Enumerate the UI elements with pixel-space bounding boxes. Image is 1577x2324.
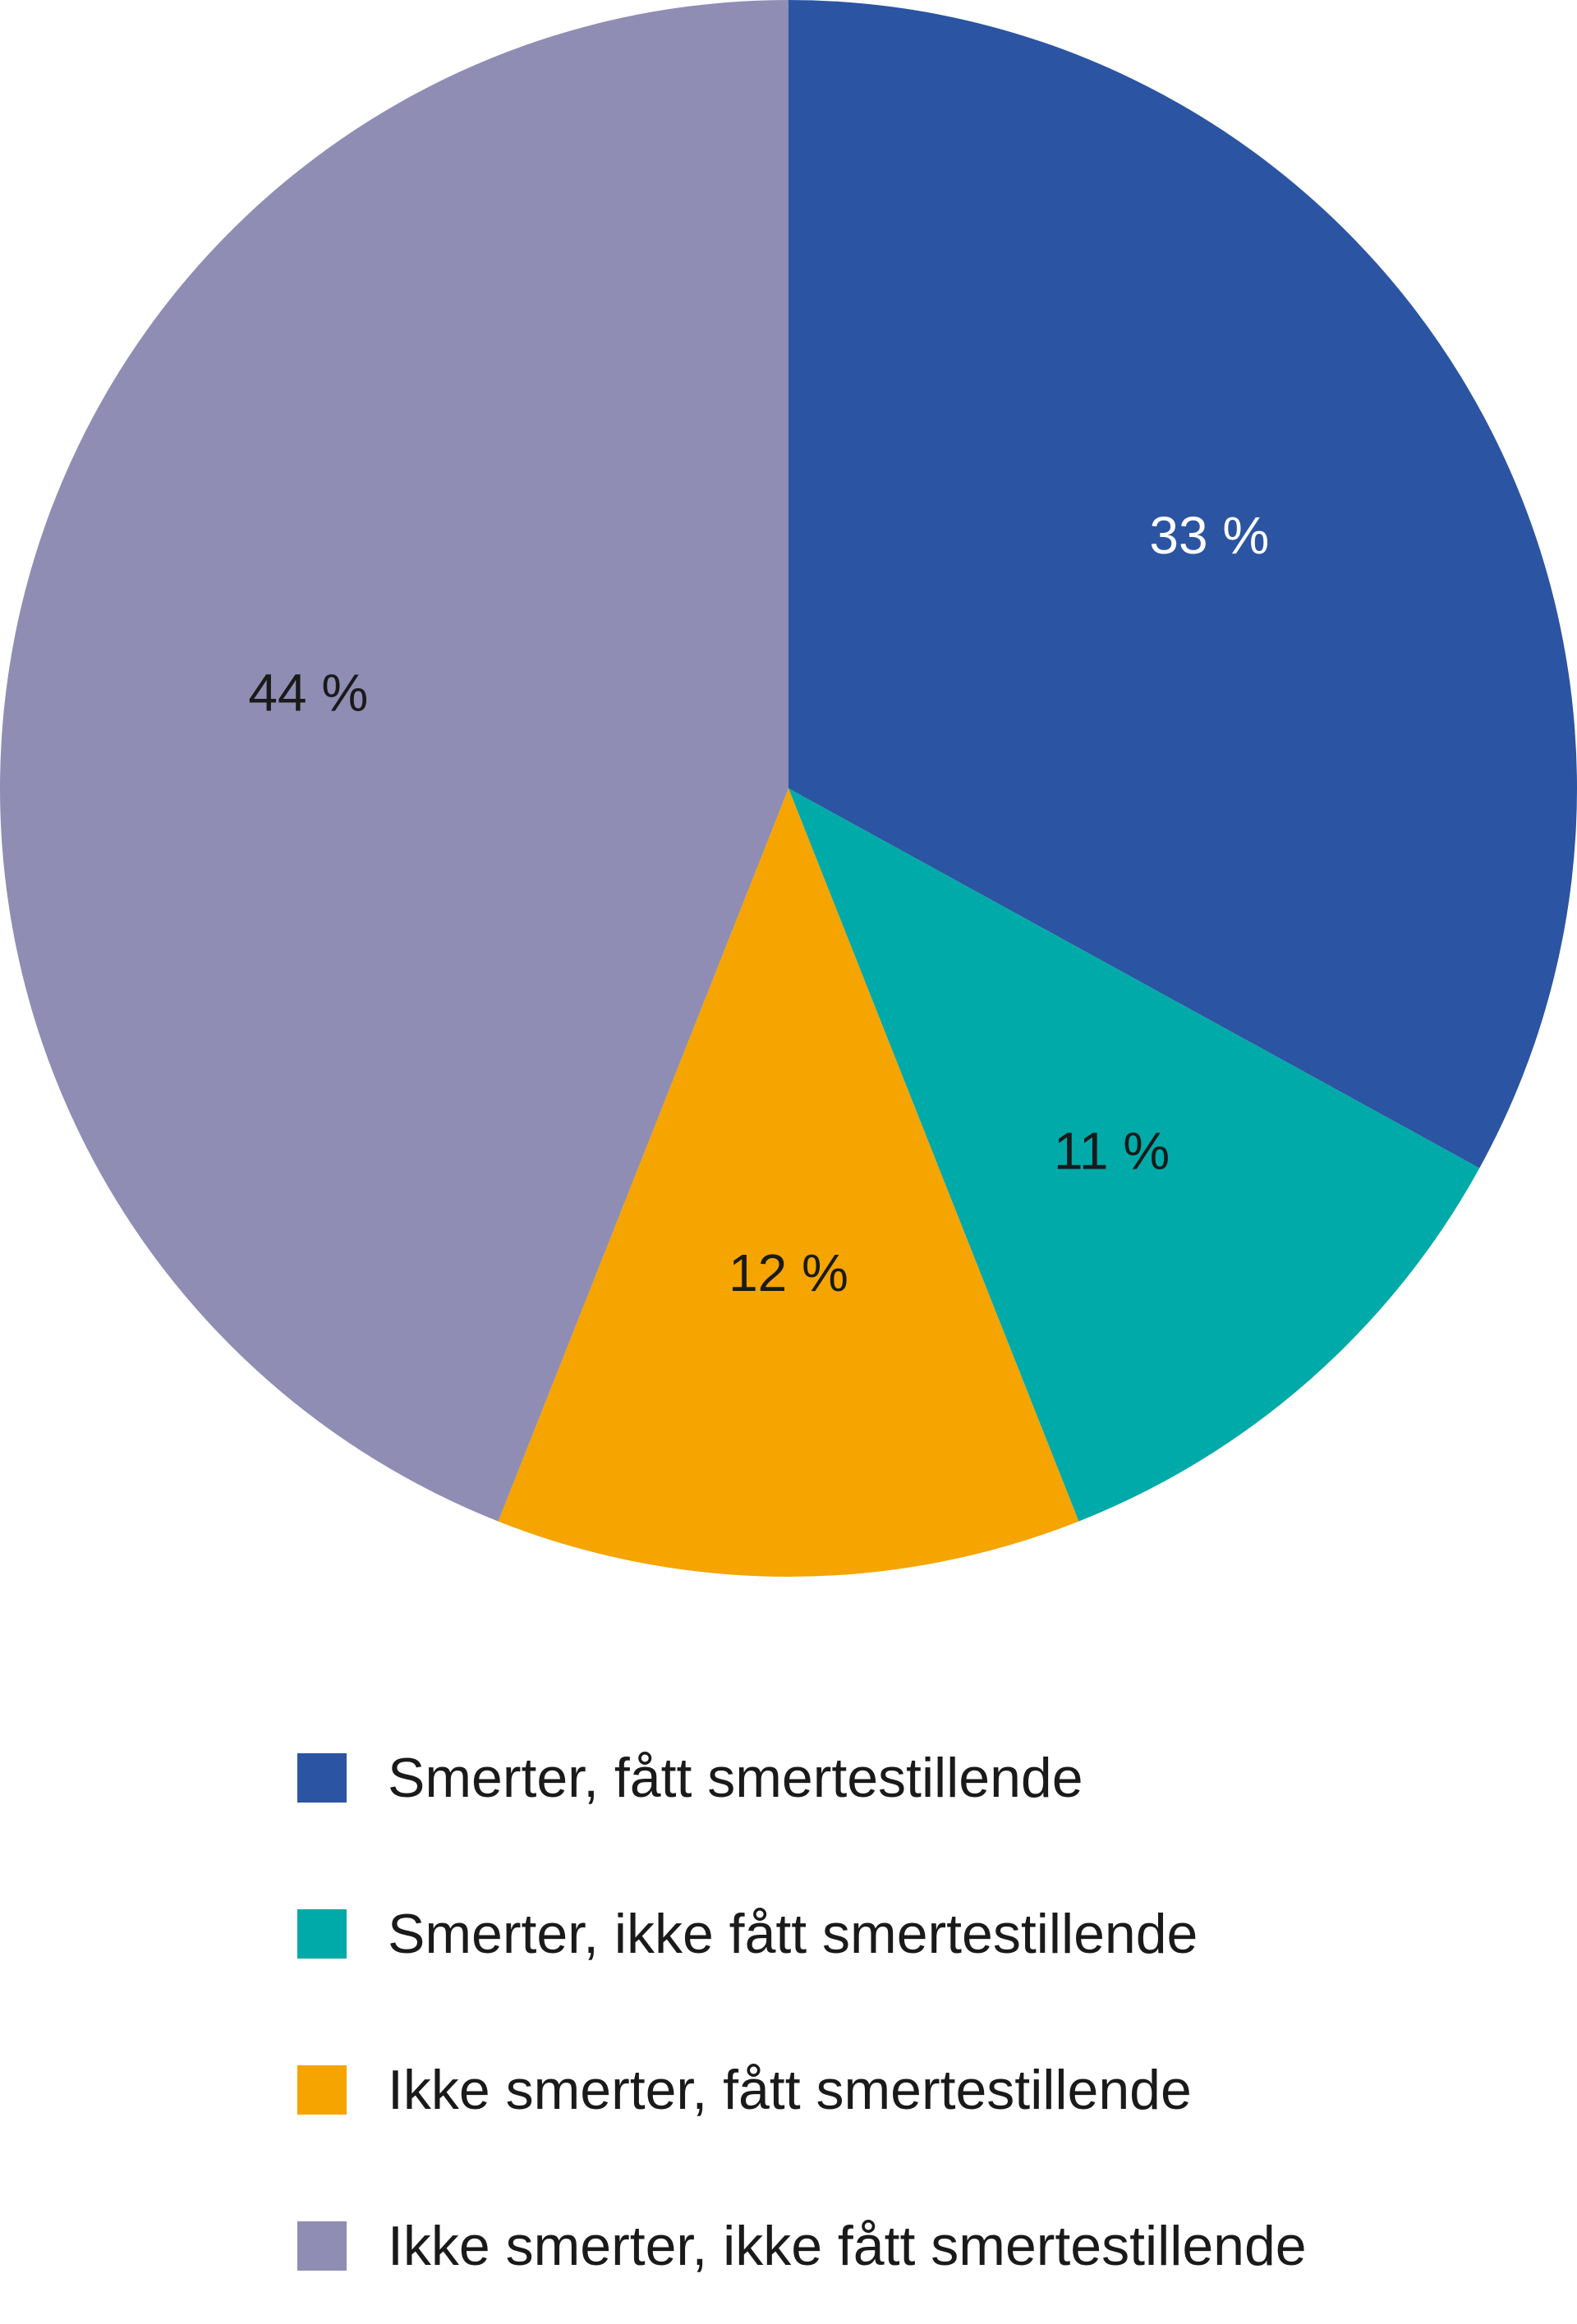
legend-swatch xyxy=(297,2065,347,2115)
legend-item-smerter-ikke-fatt: Smerter, ikke fått smertestillende xyxy=(297,1856,1529,2012)
legend-label: Ikke smerter, ikke fått smertestillende xyxy=(388,2215,1307,2277)
legend-swatch xyxy=(297,1909,347,1959)
pie-slice-1 xyxy=(788,0,1577,1169)
slice-label-1: 33 % xyxy=(1149,506,1269,565)
legend-label: Smerter, ikke fått smertestillende xyxy=(388,1903,1198,1965)
pie-slice-2 xyxy=(788,788,1480,1522)
legend-item-ikke-smerter-ikke-fatt: Ikke smerter, ikke fått smertestillende xyxy=(297,2168,1529,2324)
slice-label-3: 12 % xyxy=(729,1243,848,1302)
pie-slice-3 xyxy=(498,788,1079,1578)
legend-swatch xyxy=(297,1753,347,1803)
legend-item-smerter-fatt: Smerter, fått smertestillende xyxy=(297,1700,1529,1856)
legend-label: Smerter, fått smertestillende xyxy=(388,1747,1083,1809)
legend-swatch xyxy=(297,2221,347,2271)
slice-label-2: 11 % xyxy=(1054,1121,1170,1180)
legend-item-ikke-smerter-fatt: Ikke smerter, fått smertestillende xyxy=(297,2012,1529,2168)
slice-label-4: 44 % xyxy=(248,663,368,722)
legend-label: Ikke smerter, fått smertestillende xyxy=(388,2059,1192,2121)
pie-chart: 33 % 11 % 12 % 44 % xyxy=(0,0,1577,1578)
pie-slice-4 xyxy=(0,0,788,1522)
chart-legend: Smerter, fått smertestillende Smerter, i… xyxy=(297,1700,1529,2324)
